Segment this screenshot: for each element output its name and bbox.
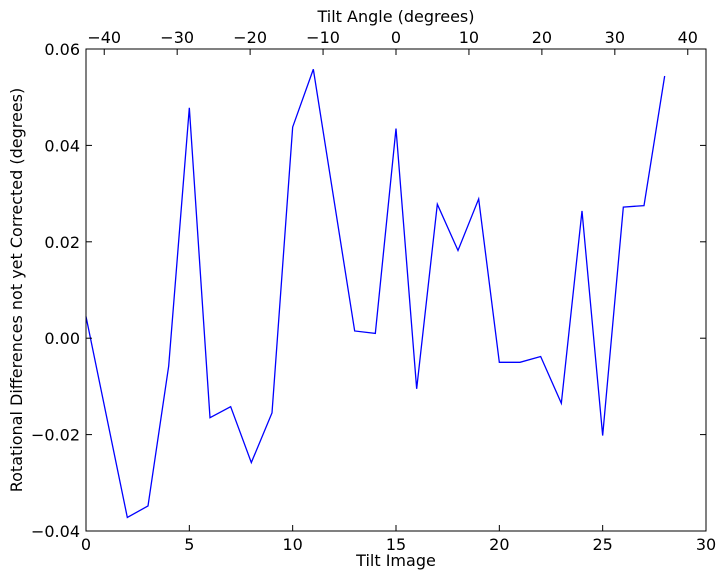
x-tick-label: 10 [282, 535, 302, 554]
series-group [85, 69, 666, 519]
y-tick-label: 0.04 [44, 136, 80, 155]
x-tick-label: 15 [386, 535, 406, 554]
top-x-tick-label: −30 [160, 28, 194, 47]
x-tick-label: 0 [81, 535, 91, 554]
y-tick-label: 0.02 [44, 233, 80, 252]
x-tick-label: 5 [184, 535, 194, 554]
top-x-tick-label: −40 [87, 28, 121, 47]
plot-frame [85, 48, 707, 532]
top-x-tick-label: −10 [306, 28, 340, 47]
y-axis-label: Rotational Differences not yet Corrected… [7, 88, 26, 493]
x-axis-label: Tilt Image [355, 551, 436, 570]
y-tick-label: 0.00 [44, 329, 80, 348]
top-x-axis-label: Tilt Angle (degrees) [316, 7, 474, 26]
top-x-tick-label: 20 [532, 28, 552, 47]
x-tick-label: 25 [592, 535, 612, 554]
ticks-group [85, 48, 707, 532]
x-tick-label: 30 [696, 535, 716, 554]
top-x-tick-label: 30 [605, 28, 625, 47]
top-x-tick-label: −20 [233, 28, 267, 47]
tick-labels-group: 0 5 10 15 20 25 30 −40 −30 −20 −10 0 10 20 30 40 −0.04 −0… [31, 28, 716, 554]
y-tick-label: −0.04 [31, 522, 80, 541]
top-x-tick-label: 10 [459, 28, 479, 47]
series-line-0 [85, 69, 666, 519]
y-tick-label: 0.06 [44, 40, 80, 59]
x-tick-label: 20 [489, 535, 509, 554]
top-x-tick-label: 0 [391, 28, 401, 47]
y-tick-label: −0.02 [31, 426, 80, 445]
top-x-tick-label: 40 [678, 28, 698, 47]
